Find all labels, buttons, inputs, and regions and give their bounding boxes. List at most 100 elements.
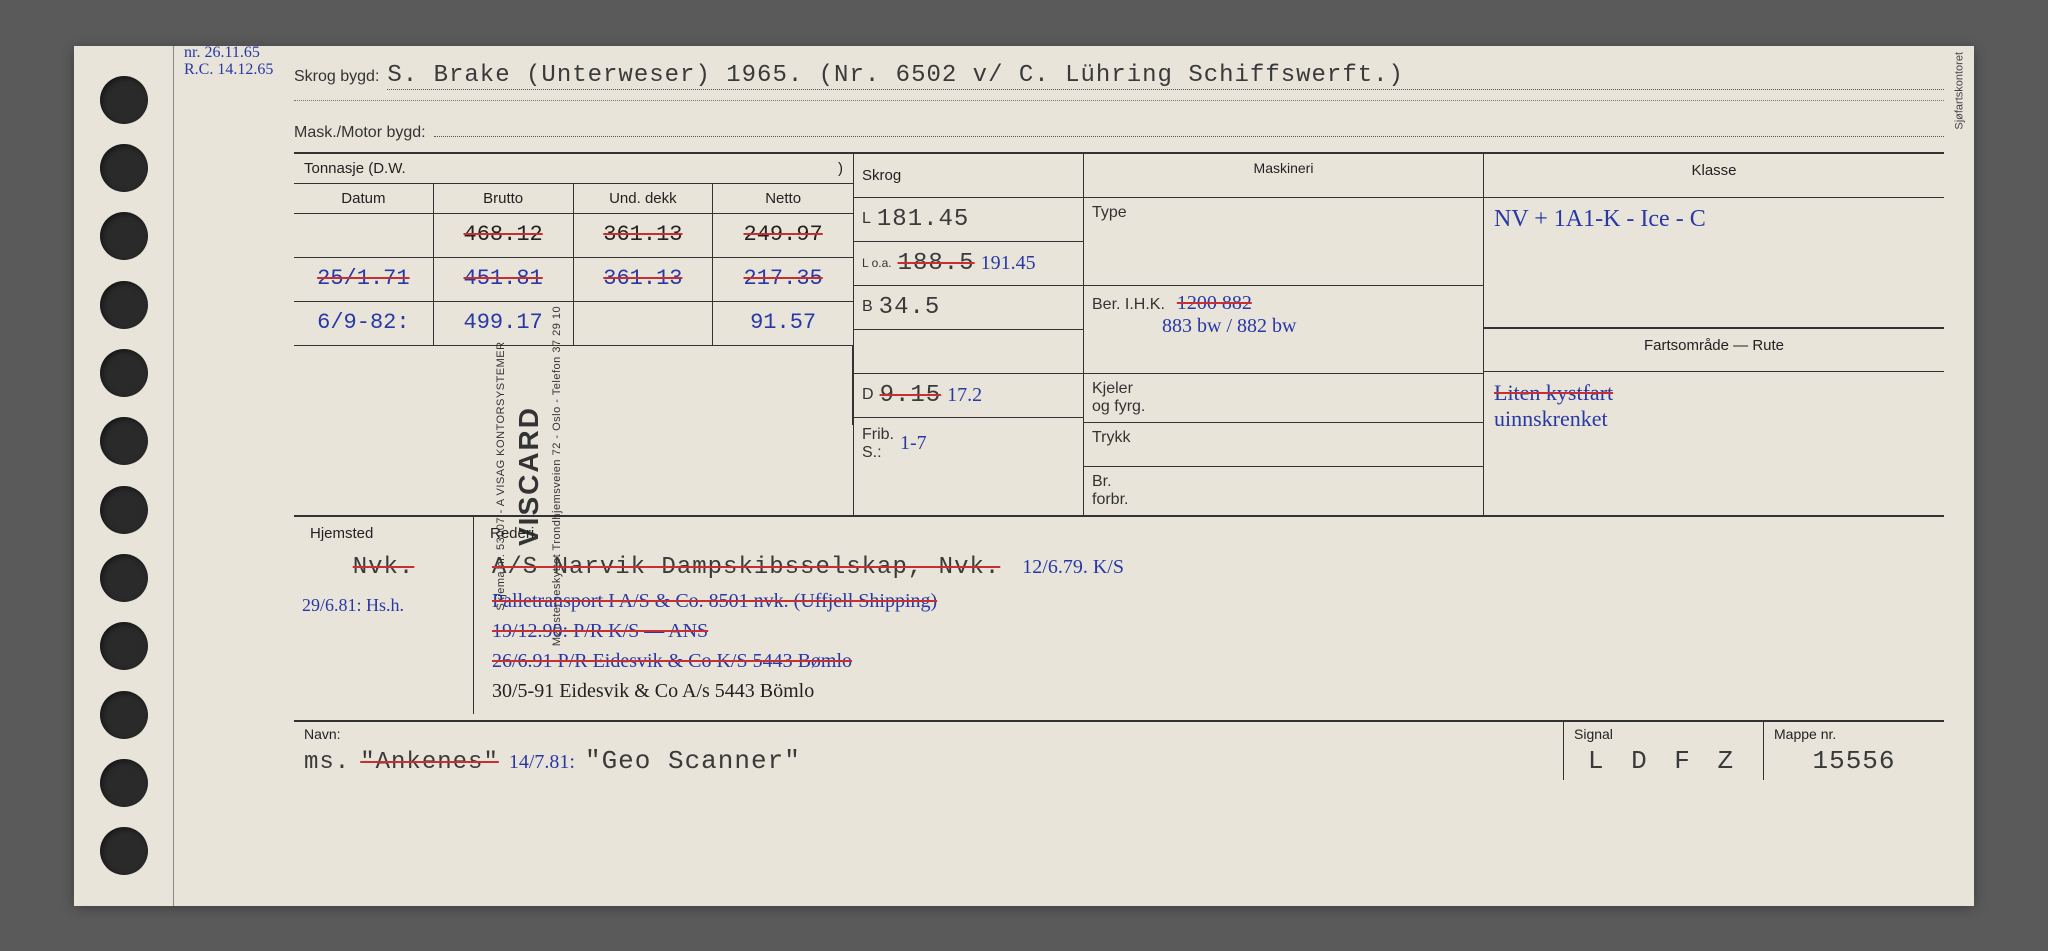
L-label: L: [862, 210, 871, 228]
signal-cell: Signal L D F Z: [1564, 722, 1764, 780]
hjemsted-right: Rederi A/S Narvik Dampskibsselskap, Nvk.…: [474, 517, 1944, 714]
top-handwritten-dates: nr. 26.11.65 R.C. 14.12.65: [184, 44, 273, 79]
hole: [100, 759, 148, 807]
D-new: 17.2: [947, 384, 982, 407]
maskineri-col: Maskineri Type Ber. I.H.K. 1200 882 883 …: [1084, 154, 1484, 515]
signal-value: L D F Z: [1574, 746, 1753, 776]
t-r1-und: 361.13: [574, 257, 714, 301]
skrog-Frib: Frib. S.: 1-7: [854, 418, 1083, 470]
navn-ms: ms.: [304, 749, 350, 776]
trykk-label: Trykk: [1092, 429, 1131, 446]
hole: [100, 827, 148, 875]
t-r2-netto: 91.57: [713, 301, 853, 345]
hole: [100, 281, 148, 329]
t-r0-brutto: 468.12: [434, 213, 574, 257]
farts-line2: uinnskrenket: [1494, 406, 1934, 432]
B-value: 34.5: [879, 294, 941, 321]
th-datum: Datum: [294, 184, 434, 213]
t-r0-netto: 249.97: [713, 213, 853, 257]
hole: [100, 691, 148, 739]
skrog-empty: [854, 330, 1083, 374]
navn-new: "Geo Scanner": [585, 746, 801, 776]
ber-label: Ber. I.H.K.: [1092, 296, 1165, 313]
skrog-bygd-value: S. Brake (Unterweser) 1965. (Nr. 6502 v/…: [387, 62, 1944, 90]
hj-r0: Nvk.: [302, 554, 465, 581]
L-value: 181.45: [877, 206, 969, 233]
mappe-value: 15556: [1774, 746, 1934, 776]
D-label: D: [862, 386, 874, 404]
navn-cell: Navn: ms. "Ankenes" 14/7.81: "Geo Scanne…: [294, 722, 1564, 780]
motor-value: [434, 111, 1944, 137]
t-r2-datum: 6/9-82:: [294, 301, 434, 345]
corner-label: Sjøfartskontoret: [1954, 52, 1966, 130]
klasse-header: Klasse: [1484, 154, 1944, 198]
hjemsted-block: Hjemsted Nvk. 29/6.81: Hs.h. Rederi A/S …: [294, 515, 1944, 714]
Loa-struck: 188.5: [898, 250, 975, 277]
signal-label: Signal: [1574, 726, 1753, 742]
hjemsted-label: Hjemsted: [302, 521, 465, 546]
tonnage-header-text: Tonnasje (D.W.: [304, 160, 406, 177]
rederi-r4: 30/5-91 Eidesvik & Co A/s 5443 Bömlo: [492, 676, 1926, 706]
mask-br: Br. forbr.: [1084, 467, 1483, 515]
t-r0-datum: [294, 213, 434, 257]
kjeler-label: Kjeler og fyrg.: [1092, 380, 1145, 415]
card-content: nr. 26.11.65 R.C. 14.12.65 Sjøfartskonto…: [174, 46, 1974, 906]
th-und: Und. dekk: [574, 184, 714, 213]
rederi-r1: Palletransport I A/S & Co. 8501 nvk. (Uf…: [492, 586, 1926, 616]
hole: [100, 76, 148, 124]
farts-cell: Liten kystfart uinnskrenket: [1484, 372, 1944, 440]
t-r1-datum: 25/1.71: [294, 257, 434, 301]
navn-label: Navn:: [304, 726, 1553, 742]
main-grid: Tonnasje (D.W. ) Datum Brutto Und. dekk …: [294, 152, 1944, 515]
rederi-r2: 19/12.90: P/R K/S — ANS: [492, 616, 1926, 646]
hole: [100, 554, 148, 602]
ber-struck: 1200 882: [1177, 292, 1252, 314]
t-empty: [294, 345, 853, 425]
ship-index-card: Skjema nr. 53007 - A VISAG KONTORSYSTEME…: [74, 46, 1974, 906]
farts-line1: Liten kystfart: [1494, 380, 1934, 406]
mask-kjeler: Kjeler og fyrg.: [1084, 374, 1483, 423]
type-label: Type: [1092, 204, 1127, 221]
hole: [100, 486, 148, 534]
rederi-r3: 26/6.91 P/R Eidesvik & Co K/S 5443 Bømlo: [492, 646, 1926, 676]
t-r0-und: 361.13: [574, 213, 714, 257]
tonnage-col: Tonnasje (D.W. ) Datum Brutto Und. dekk …: [294, 154, 854, 515]
th-brutto: Brutto: [434, 184, 574, 213]
klasse-value: NV + 1A1-K - Ice - C: [1494, 206, 1706, 232]
rederi-r0-note: 12/6.79. K/S: [1022, 556, 1124, 578]
mask-header: Maskineri: [1084, 154, 1483, 198]
hole: [100, 144, 148, 192]
mask-trykk: Trykk: [1084, 423, 1483, 467]
motor-label: Mask./Motor bygd:: [294, 124, 426, 142]
t-r1-netto: 217.35: [713, 257, 853, 301]
farts-label: Fartsområde — Rute: [1484, 328, 1944, 372]
annot-2: R.C. 14.12.65: [184, 61, 273, 79]
rederi-r0: A/S Narvik Dampskibsselskap, Nvk. 12/6.7…: [492, 550, 1926, 586]
Loa-new: 191.45: [981, 252, 1036, 275]
rederi-lines: A/S Narvik Dampskibsselskap, Nvk. 12/6.7…: [482, 546, 1936, 710]
t-r1-brutto: 451.81: [434, 257, 574, 301]
hjemsted-left: Hjemsted Nvk. 29/6.81: Hs.h.: [294, 517, 474, 714]
annot-1: nr. 26.11.65: [184, 44, 273, 62]
skrog-col: Skrog L 181.45 L o.a. 188.5 191.45 B 34.…: [854, 154, 1084, 515]
klasse-value-cell: NV + 1A1-K - Ice - C: [1484, 198, 1944, 328]
mappe-cell: Mappe nr. 15556: [1764, 722, 1944, 780]
skrog-B: B 34.5: [854, 286, 1083, 330]
navn-line: ms. "Ankenes" 14/7.81: "Geo Scanner": [304, 746, 1553, 776]
rederi-r0-text: A/S Narvik Dampskibsselskap, Nvk.: [492, 554, 1000, 581]
punch-holes: [74, 46, 174, 906]
t-r2-und: [574, 301, 714, 345]
tonnage-header-close: ): [838, 160, 843, 177]
motor-row: Mask./Motor bygd:: [294, 101, 1944, 152]
Frib-label: Frib. S.:: [862, 426, 894, 462]
hole: [100, 417, 148, 465]
skrog-Loa: L o.a. 188.5 191.45: [854, 242, 1083, 286]
hole: [100, 349, 148, 397]
skrog-D: D 9.15 17.2: [854, 374, 1083, 418]
hole: [100, 212, 148, 260]
tonnage-subhead: Datum Brutto Und. dekk Netto: [294, 184, 853, 213]
Frib-value: 1-7: [900, 432, 927, 455]
ber-new: 883 bw / 882 bw: [1162, 315, 1296, 337]
skrog-header: Skrog: [854, 154, 1083, 198]
Loa-label: L o.a.: [862, 256, 892, 270]
